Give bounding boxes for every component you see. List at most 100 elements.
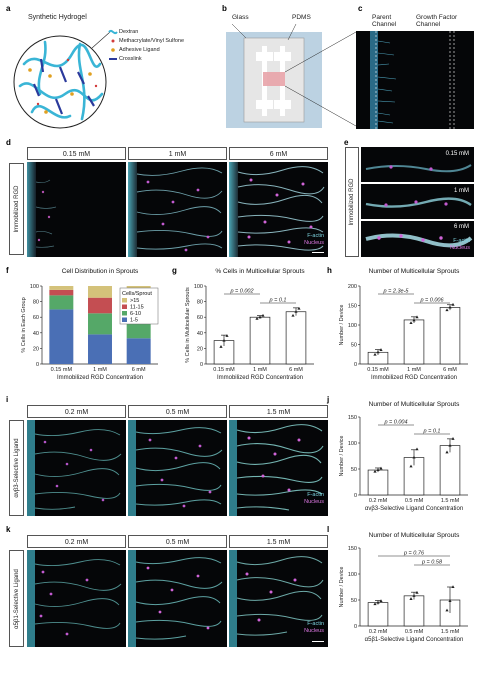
panel-label-d: d <box>6 138 11 147</box>
d-conc-2: 1 mM <box>128 147 227 160</box>
h-ytick-label-4: 200 <box>348 284 357 290</box>
device-pdms-label: PDMS <box>292 14 311 21</box>
h-sig-label-1: p = 0.006 <box>419 298 444 304</box>
device-schematic <box>226 23 357 128</box>
h-ytick-label-0: 0 <box>354 362 357 368</box>
d-conc-1: 0.15 mM <box>27 147 126 160</box>
k-side-label: α5β1-Selective Ligand <box>9 550 24 647</box>
hydrogel-legend: Dextran Methacrylate/Vinyl Sulfone Adhes… <box>119 28 184 64</box>
j-ytick-label-0: 0 <box>354 493 357 499</box>
l-ytick-label-1: 50 <box>351 598 357 604</box>
h-point-2-2 <box>451 302 455 306</box>
i-stain-legend: F-actin Nucleus <box>304 492 324 506</box>
f-bar-0-2 <box>49 289 74 296</box>
panel-label-l: l <box>327 525 330 534</box>
h-title: Number of Multicellular Sprouts <box>369 268 460 275</box>
e-side-label: Immobilized RGD <box>345 147 359 257</box>
l-sig-label-0: p = 0.76 <box>403 551 425 557</box>
panel-label-k: k <box>6 525 11 534</box>
f-ytick-label-3: 60 <box>33 315 39 321</box>
f-legend-title: Cells/Sprout <box>122 291 152 297</box>
j-point-0-1 <box>376 468 380 472</box>
d-stain-legend: F-actin Nucleus <box>304 233 324 247</box>
growth-channel-label: Growth Factor Channel <box>416 14 458 28</box>
panel-label-e: e <box>344 138 349 147</box>
j-ytick-label-1: 50 <box>351 467 357 473</box>
k-conc-2: 0.5 mM <box>128 535 227 548</box>
l-point-0-1 <box>376 600 380 604</box>
k-stain-factin: F-actin <box>307 621 324 627</box>
e-conc-3: 6 mM <box>454 224 469 230</box>
i-micrograph-2 <box>128 420 227 516</box>
h-point-2-1 <box>448 305 452 309</box>
l-xtick-label-1: 0.5 mM <box>405 629 424 635</box>
g-point-2-1 <box>294 309 298 313</box>
j-point-1-0 <box>409 464 413 468</box>
g-point-1-1 <box>258 315 262 319</box>
g-xtick-label-0: 0.15 mM <box>213 367 235 373</box>
h-ytick-label-3: 150 <box>348 304 357 310</box>
g-ytick-label-2: 40 <box>197 331 203 337</box>
l-ytick-label-3: 150 <box>348 546 357 552</box>
j-bar-2 <box>439 445 461 496</box>
g-ytick-label-0: 0 <box>200 362 203 368</box>
d-micrograph-1 <box>27 162 126 257</box>
j-sig-label-0: p = 0.004 <box>383 420 407 426</box>
device-micrograph <box>356 31 474 129</box>
hydrogel-schematic <box>13 31 111 129</box>
e-conc-1: 0.15 mM <box>445 151 469 157</box>
g-ytick-label-1: 20 <box>197 346 203 352</box>
k-micrograph-2 <box>128 550 227 647</box>
d-scale-bar <box>312 251 324 253</box>
j-point-2-2 <box>451 437 455 440</box>
d-conc-3: 6 mM <box>229 147 328 160</box>
k-stain-nucleus: Nucleus <box>304 628 324 634</box>
l-point-1-2 <box>415 590 419 594</box>
l-ytick-label-2: 100 <box>348 572 357 578</box>
f-title: Cell Distribution in Sprouts <box>62 268 139 275</box>
j-xtick-label-2: 1.5 mM <box>441 498 460 504</box>
f-legend-label-3: 1-5 <box>130 318 138 324</box>
e-stain-nucleus: Nucleus <box>450 245 470 251</box>
d-stain-nucleus: Nucleus <box>304 240 324 246</box>
f-bar-2-0 <box>126 338 151 364</box>
l-xlabel: α5β1-Selective Ligand Concentration <box>365 637 464 643</box>
f-ylabel: % Cells in Each Group <box>21 297 27 352</box>
l-point-2-0 <box>445 608 449 612</box>
h-point-1-1 <box>412 318 416 322</box>
h-point-1-2 <box>415 315 419 319</box>
j-bar-0 <box>367 469 389 496</box>
j-ytick-label-3: 150 <box>348 415 357 421</box>
f-legend-swatch-0 <box>122 298 127 303</box>
k-conc-3: 1.5 mM <box>229 535 328 548</box>
j-ylabel: Number / Device <box>339 436 345 477</box>
l-point-0-0 <box>373 602 377 606</box>
g-ylabel: % Cells in Multicellular Sprouts <box>185 287 191 363</box>
h-xtick-label-1: 1 mM <box>407 367 421 373</box>
k-scale-bar <box>312 640 324 642</box>
f-bar-1-2 <box>88 297 112 314</box>
i-micrograph-1 <box>27 420 126 516</box>
h-xtick-label-0: 0.15 mM <box>367 367 389 373</box>
g-ytick-label-5: 100 <box>194 284 203 290</box>
j-point-2-1 <box>448 443 452 447</box>
h-point-0-1 <box>376 350 380 354</box>
l-ylabel: Number / Device <box>339 567 345 608</box>
d-micrograph-2 <box>128 162 227 257</box>
j-xlabel: αvβ3-Selective Ligand Concentration <box>365 506 463 512</box>
chart-g: % Cells in Multicellular Sprouts 0 20 40 60 8… <box>185 268 314 381</box>
parent-channel-label: Parent Channel <box>372 14 397 28</box>
g-bar-2 <box>285 311 307 365</box>
h-ytick-label-1: 50 <box>351 343 357 349</box>
h-sig-label-0: p = 2.3e-5 <box>383 289 410 295</box>
h-point-0-2 <box>379 348 383 351</box>
g-xtick-label-2: 6 mM <box>289 367 303 373</box>
panel-label-b: b <box>222 4 227 13</box>
h-bar-1 <box>403 319 425 365</box>
f-bar-1-1 <box>88 313 112 335</box>
k-micrograph-3: F-actin Nucleus <box>229 550 328 647</box>
h-bar-2 <box>439 307 461 365</box>
d-side-label: Immobilized RGD <box>9 163 24 255</box>
j-point-2-0 <box>445 450 449 454</box>
legend-dextran: Dextran <box>119 29 139 35</box>
